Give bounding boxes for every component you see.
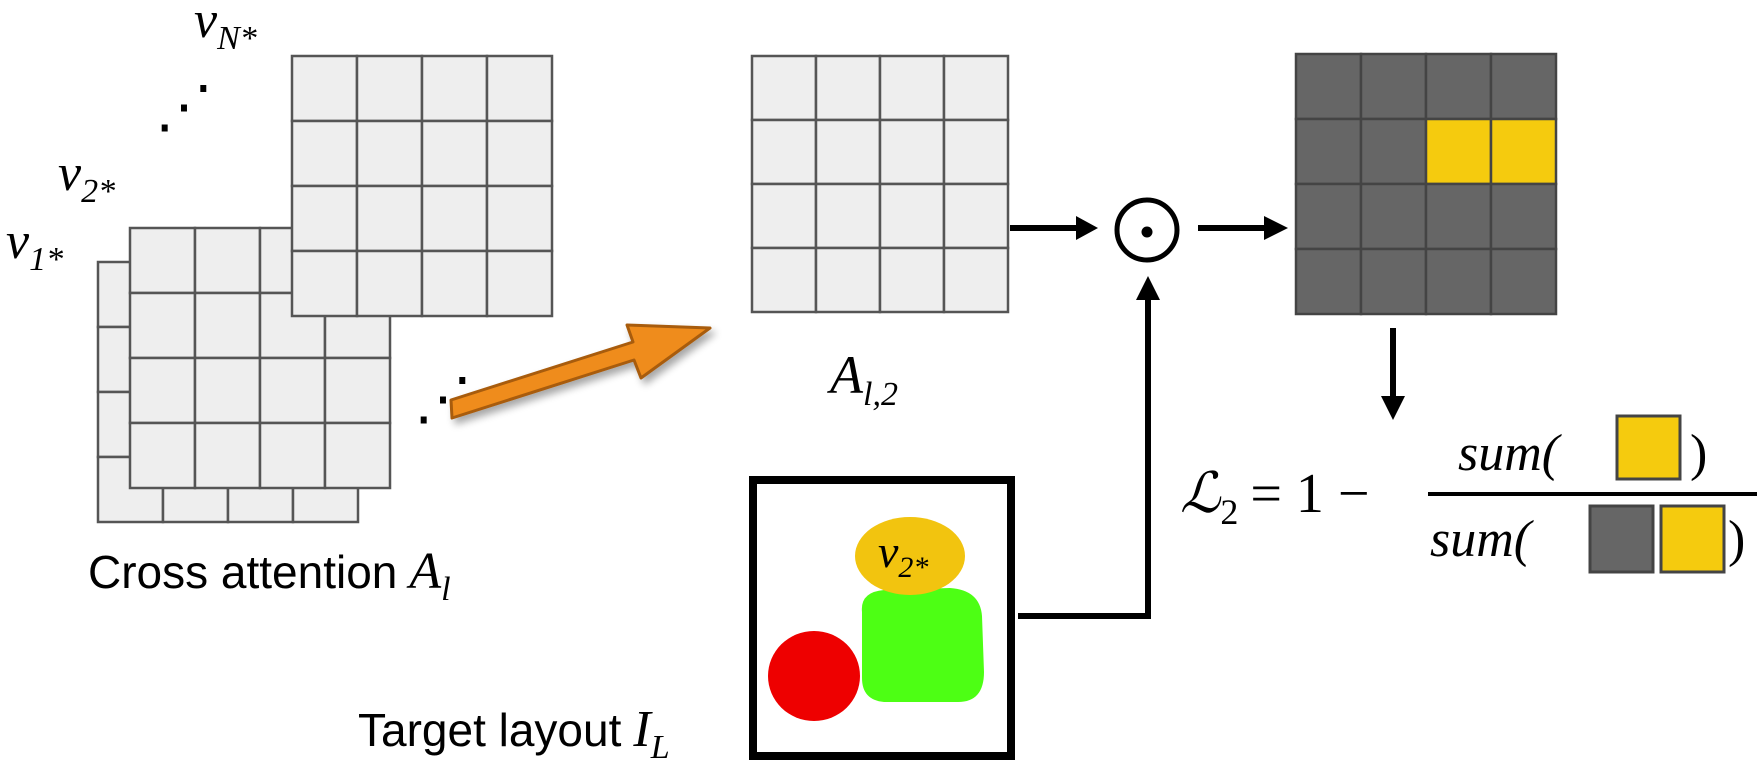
masked-attention-map xyxy=(1294,52,1558,316)
denominator-close: ) xyxy=(1728,511,1745,568)
grid-cell xyxy=(1489,52,1558,121)
blob-label-v2: v2* xyxy=(878,526,928,584)
grid-cell xyxy=(290,249,359,318)
grid-cell xyxy=(878,118,946,186)
grid-cell xyxy=(1489,247,1558,316)
grid-cell xyxy=(290,184,359,253)
grid-cell xyxy=(1424,182,1493,251)
grid-cell xyxy=(814,246,882,314)
grid-cell xyxy=(1294,52,1363,121)
grid-cell xyxy=(290,119,359,188)
connector-arrows xyxy=(1010,216,1405,619)
loss-numerator: sum( xyxy=(1458,425,1562,482)
grid-cell xyxy=(355,184,424,253)
grid-cell xyxy=(290,54,359,123)
select-arrow xyxy=(449,323,712,420)
grid-cell xyxy=(750,246,818,314)
grid-cell xyxy=(420,119,489,188)
grid-cell xyxy=(1359,52,1428,121)
grid-cell xyxy=(942,182,1010,250)
ellipsis-top: ⋰ xyxy=(155,74,213,139)
grid-cell xyxy=(814,118,882,186)
grid-cell xyxy=(420,184,489,253)
cross-attention-caption: Cross attention Al xyxy=(88,543,451,608)
numerator-yellow-swatch xyxy=(1615,414,1682,481)
grid-cell xyxy=(258,421,327,490)
loss-lhs: ℒ2 = 1 − xyxy=(1180,463,1370,532)
grid-cell xyxy=(193,291,262,360)
grid-cell xyxy=(942,246,1010,314)
grid-cell xyxy=(128,226,197,295)
denominator-yellow-swatch xyxy=(1659,504,1726,574)
grid-cell xyxy=(750,54,818,122)
grid-cell xyxy=(1489,182,1558,251)
grid-cell xyxy=(420,54,489,123)
grid-cell xyxy=(1359,117,1428,186)
grid-cell xyxy=(750,118,818,186)
grid-cell xyxy=(193,226,262,295)
grid-cell xyxy=(942,54,1010,122)
grid-cell xyxy=(355,249,424,318)
grid-cell xyxy=(814,54,882,122)
grid-cell xyxy=(942,118,1010,186)
attention-map-selected xyxy=(750,54,1010,314)
attention-map-stack xyxy=(96,54,554,524)
grid-cell xyxy=(878,246,946,314)
grid-cell xyxy=(128,421,197,490)
grid-cell xyxy=(355,119,424,188)
grid-cell xyxy=(1294,117,1363,186)
grid-cell xyxy=(485,184,554,253)
grid-cell xyxy=(1294,247,1363,316)
hadamard-operator xyxy=(1114,197,1180,263)
green-blob xyxy=(861,588,984,702)
grid-cell xyxy=(420,249,489,318)
grid-cell xyxy=(355,54,424,123)
grid-cell xyxy=(258,356,327,425)
grid-cell xyxy=(1359,182,1428,251)
grid-cell xyxy=(485,119,554,188)
label-v1: v1* xyxy=(6,213,63,278)
loss-denominator: sum( xyxy=(1430,511,1534,568)
grid-cell xyxy=(485,249,554,318)
grid-cell xyxy=(1294,182,1363,251)
yellow-blob xyxy=(855,517,965,595)
grid-cell xyxy=(1359,247,1428,316)
grid-cell xyxy=(750,182,818,250)
grid-cell xyxy=(193,421,262,490)
red-blob xyxy=(768,631,860,721)
grid-cell xyxy=(1424,52,1493,121)
grid-cell xyxy=(323,356,392,425)
numerator-close: ) xyxy=(1690,425,1707,482)
label-vN: vN* xyxy=(194,0,257,57)
loss-formula: ℒ2 = 1 − sum( ) sum( ) xyxy=(1180,414,1757,574)
grid-cell xyxy=(1489,117,1558,186)
grid-cell xyxy=(128,291,197,360)
grid-cell xyxy=(1424,247,1493,316)
target-layout: v2* xyxy=(749,476,1015,760)
grid-cell xyxy=(878,54,946,122)
attention-map-vN xyxy=(290,54,554,318)
label-A-l2: Al,2 xyxy=(827,345,898,413)
grid-cell xyxy=(485,54,554,123)
grid-cell xyxy=(128,356,197,425)
grid-cell xyxy=(193,356,262,425)
grid-cell xyxy=(814,182,882,250)
denominator-gray-swatch xyxy=(1588,504,1655,574)
grid-cell xyxy=(1424,117,1493,186)
target-layout-caption: Target layout IL xyxy=(358,701,670,766)
grid-cell xyxy=(323,421,392,490)
label-v2: v2* xyxy=(58,145,115,210)
grid-cell xyxy=(878,182,946,250)
